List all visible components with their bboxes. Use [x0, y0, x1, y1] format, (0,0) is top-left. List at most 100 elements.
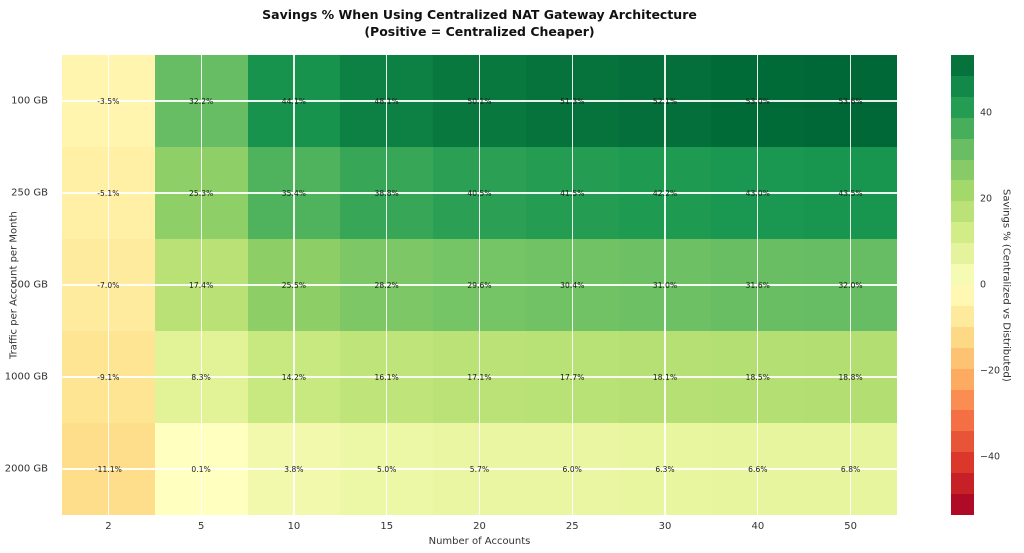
heatmap-cell-value: 51.3%	[560, 96, 585, 106]
y-tick-label: 250 GB	[11, 187, 48, 199]
y-tick-label: 2000 GB	[4, 463, 48, 475]
heatmap-cell-value: -3.5%	[97, 96, 120, 106]
heatmap-cell-value: 6.3%	[655, 464, 675, 474]
heatmap-cell-value: 32.0%	[838, 280, 863, 290]
colorbar-band	[951, 180, 974, 202]
heatmap-cell-value: 32.2%	[188, 96, 214, 106]
colorbar-ticks: 40 20 0 −20 −40	[980, 55, 1010, 515]
colorbar-band	[951, 431, 974, 453]
colorbar-band	[951, 389, 974, 411]
heatmap-cell-value: 25.5%	[281, 280, 307, 290]
x-tick-label: 50	[844, 521, 857, 532]
heatmap-cell-value: 14.2%	[281, 372, 307, 382]
colorbar-band	[951, 347, 974, 369]
colorbar-band	[951, 368, 974, 390]
heatmap-cell-value: 41.5%	[560, 188, 585, 198]
colorbar-tick-label: −20	[980, 365, 1001, 377]
heatmap-cell-value: 30.4%	[560, 280, 585, 290]
heatmap-cell-value: 52.1%	[652, 96, 678, 106]
heatmap-cell-value: 6.6%	[748, 464, 768, 474]
colorbar-band	[951, 222, 974, 244]
heatmap-cell-value: 50.1%	[467, 96, 492, 106]
colorbar-band	[951, 494, 974, 515]
plot-area: -3.5% 32.2% 44.1% 48.1% 50.1% 51.3% 52.1% 53.0%…	[62, 55, 897, 515]
heatmap-cell-value: 43.5%	[838, 188, 863, 198]
y-axis-ticks: 100 GB 250 GB 500 GB 1000 GB 2000 GB	[0, 55, 55, 515]
heatmap-cell-value: 35.4%	[281, 188, 307, 198]
gridline-horizontal	[62, 468, 897, 470]
gridline-horizontal	[62, 284, 897, 286]
colorbar-tick-label: 20	[980, 193, 993, 205]
y-tick-label: 100 GB	[11, 95, 48, 107]
heatmap-cell-value: 3.8%	[284, 464, 304, 474]
colorbar-band	[951, 138, 974, 160]
heatmap-cell-value: -11.1%	[94, 464, 122, 474]
heatmap-cell-value: 5.0%	[376, 464, 397, 474]
colorbar-band	[951, 326, 974, 348]
y-tick-label: 500 GB	[11, 279, 48, 291]
heatmap-cell-value: 42.2%	[652, 188, 678, 198]
heatmap-cell-value: -9.1%	[97, 372, 120, 382]
x-tick-label: 30	[658, 521, 672, 532]
x-axis-ticks: 2 5 10 15 20 25 30 40 50	[62, 521, 897, 534]
gridline-horizontal	[62, 376, 897, 378]
colorbar-band	[951, 159, 974, 181]
heatmap-cell-value: 29.6%	[467, 280, 492, 290]
x-tick-label: 10	[287, 521, 301, 532]
heatmap-cell-value: 44.1%	[281, 96, 307, 106]
heatmap-cell-value: -7.0%	[97, 280, 120, 290]
colorbar-band	[951, 243, 974, 265]
heatmap-cell-value: 31.6%	[745, 280, 770, 290]
chart-title: Savings % When Using Centralized NAT Gat…	[62, 6, 897, 40]
colorbar-tick-label: 0	[980, 279, 987, 291]
colorbar-tick-label: 40	[980, 107, 993, 119]
x-axis-label: Number of Accounts	[428, 536, 531, 547]
colorbar-band	[951, 305, 974, 327]
colorbar-band	[951, 284, 974, 306]
x-tick-label: 25	[565, 521, 579, 532]
colorbar-band	[951, 264, 974, 285]
colorbar-band	[951, 96, 974, 118]
x-tick-label: 40	[751, 521, 765, 532]
colorbar	[951, 55, 974, 515]
heatmap-cell-value: 0.1%	[191, 464, 211, 474]
heatmap-cell-value: 53.0%	[745, 96, 770, 106]
x-tick-label: 5	[197, 521, 205, 532]
heatmap-cell-value: 31.0%	[652, 280, 678, 290]
y-tick-label: 1000 GB	[4, 371, 48, 383]
x-tick-label: 2	[105, 521, 112, 532]
heatmap-cell-value: 38.8%	[374, 188, 399, 198]
colorbar-band	[951, 75, 974, 97]
heatmap-cell-value: 18.5%	[745, 372, 770, 382]
heatmap-cell-value: 6.0%	[562, 464, 582, 474]
heatmap-cell-value: 48.1%	[374, 96, 399, 106]
colorbar-band	[951, 201, 974, 223]
colorbar-band	[951, 473, 974, 495]
heatmap-cell-value: 25.3%	[188, 188, 214, 198]
heatmap-cell-value: 17.1%	[467, 372, 492, 382]
heatmap-cell-value: -5.1%	[97, 188, 120, 198]
heatmap-cell-value: 43.0%	[745, 188, 770, 198]
heatmap-cell-value: 6.8%	[840, 464, 861, 474]
chart-title-line2: (Positive = Centralized Cheaper)	[364, 24, 595, 39]
heatmap-cell-value: 18.8%	[838, 372, 863, 382]
colorbar-band	[951, 452, 974, 474]
x-tick-label: 15	[380, 521, 394, 532]
heatmap-cell-value: 53.6%	[838, 96, 863, 106]
colorbar-tick-label: −40	[980, 451, 1001, 463]
heatmap-cell-value: 17.7%	[560, 372, 585, 382]
colorbar-label: Savings % (Centralized vs Distributed)	[1000, 188, 1012, 382]
chart-title-line1: Savings % When Using Centralized NAT Gat…	[262, 7, 697, 22]
colorbar-band	[951, 410, 974, 432]
heatmap-cell-value: 18.1%	[652, 372, 678, 382]
heatmap-cell-value: 28.2%	[374, 280, 399, 290]
gridline-horizontal	[62, 100, 897, 102]
heatmap-cell-value: 16.1%	[374, 372, 399, 382]
x-tick-label: 20	[473, 521, 486, 532]
heatmap-cell-value: 40.5%	[467, 188, 492, 198]
heatmap-cell-value: 5.7%	[469, 464, 490, 474]
heatmap-cell-value: 8.3%	[191, 372, 211, 382]
colorbar-band	[951, 55, 974, 76]
heatmap-cell-value: 17.4%	[188, 280, 214, 290]
